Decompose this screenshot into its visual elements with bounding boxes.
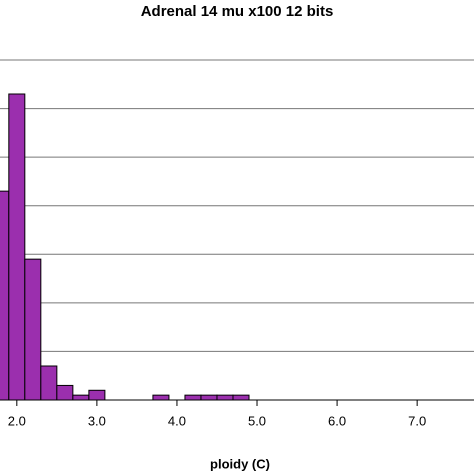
- bar: [232, 394, 250, 401]
- bar: [216, 394, 234, 401]
- bar: [0, 190, 10, 401]
- x-tick-label: 5.0: [248, 413, 266, 428]
- bar: [152, 394, 170, 401]
- x-axis-label: ploidy (C): [210, 456, 270, 471]
- x-tick-label: 6.0: [328, 413, 346, 428]
- x-tick-label: 3.0: [88, 413, 106, 428]
- bar: [200, 394, 218, 401]
- chart-title: Adrenal 14 mu x100 12 bits: [141, 3, 334, 20]
- bar: [184, 394, 202, 401]
- bar: [56, 384, 74, 401]
- x-tick-label: 7.0: [408, 413, 426, 428]
- bar: [8, 93, 26, 401]
- x-tick-label: 2.0: [8, 413, 26, 428]
- bar: [72, 394, 90, 401]
- bar: [88, 389, 106, 401]
- bar: [24, 258, 42, 401]
- bar: [40, 365, 58, 401]
- x-tick-label: 4.0: [168, 413, 186, 428]
